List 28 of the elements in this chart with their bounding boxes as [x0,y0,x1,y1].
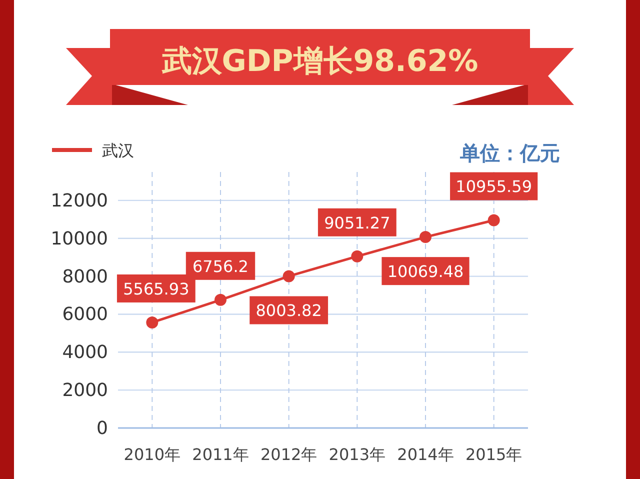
data-label: 9051.27 [324,213,390,232]
point [488,214,500,226]
point [351,250,364,262]
y-tick-label: 4000 [62,342,108,364]
y-tick-label: 0 [96,418,108,439]
data-label: 10069.48 [387,262,464,282]
y-tick-label: 10000 [50,228,108,250]
y-tick-label: 6000 [62,304,108,326]
point [146,316,158,328]
text: 单位：亿元 [459,141,560,165]
point [214,294,226,306]
x-tick-label: 2014年 [397,445,454,464]
x-tick-label: 2010年 [124,445,181,464]
chart-title: 武汉GDP增长98.62% [160,44,478,79]
y-tick-label: 2000 [62,380,108,402]
point [420,231,432,244]
x-tick-label: 2015年 [465,445,522,464]
data-label: 10955.59 [456,177,532,196]
y-tick-label: 12000 [50,190,108,212]
x-tick-label: 2012年 [260,445,318,464]
point [282,270,295,282]
legend-label: 武汉 [102,141,134,160]
y-tick-label: 8000 [62,266,108,288]
x-tick-label: 2013年 [328,445,386,464]
data-label: 6756.2 [192,256,248,276]
data-label: 5565.93 [123,279,190,298]
data-label: 8003.82 [256,301,322,320]
x-tick-label: 2011年 [192,445,249,464]
